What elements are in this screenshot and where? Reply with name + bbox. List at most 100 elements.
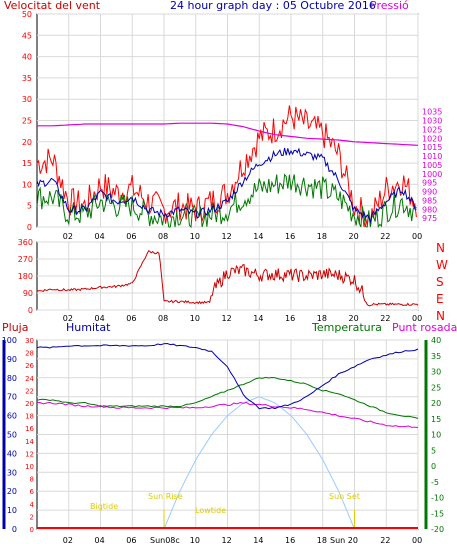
direction-time-axis: 02 04 06 08 10 12 14 16 18 20 22 00 [63, 314, 422, 323]
temperature-y-tick: -10 [431, 494, 444, 503]
rain-y-tick: 22 [25, 387, 34, 395]
direction-x-tick: 08 [158, 314, 168, 323]
humidity-y-tick: 60 [7, 412, 17, 421]
wind-y-tick: 45 [22, 31, 32, 40]
sunrise-time-label: Sun08c [150, 536, 180, 544]
direction-x-tick: 02 [63, 314, 73, 323]
rain-y-tick: 30 [25, 337, 34, 345]
humidity-y-tick: 0 [12, 525, 17, 534]
humidity-x-tick: 04 [95, 536, 105, 544]
pressure-y-tick: 1005 [422, 161, 442, 170]
humidity-y-tick: 30 [7, 468, 17, 477]
rain-y-tick: 16 [25, 425, 34, 433]
solar-curve [163, 396, 355, 530]
humidity-y-tick: 40 [7, 449, 17, 458]
humidity-y-tick: 10 [7, 506, 17, 515]
temperature-y-tick: -15 [431, 509, 444, 518]
compass-label: N [436, 241, 445, 255]
pressure-axis-title: Pressió [370, 0, 409, 12]
humidity-legend: Humitat [66, 321, 111, 334]
sunset-time-label: Sun 20 [330, 536, 358, 544]
humidity-grid [37, 339, 419, 530]
humidity-y-tick: 20 [7, 487, 17, 496]
direction-x-tick: 14 [253, 314, 263, 323]
compass-label: N [436, 309, 445, 323]
wind-x-tick: 06 [126, 232, 136, 241]
wind-y-tick: 35 [22, 74, 32, 83]
pressure-y-tick: 1030 [422, 117, 442, 126]
wind-line-speed [36, 173, 417, 229]
humidity-y-tick: 70 [7, 393, 17, 402]
sunset-label: Sun Set [329, 492, 360, 501]
humidity-x-tick: 18 [317, 536, 327, 544]
compass-label: W [436, 258, 448, 272]
wind-y-tick: 10 [22, 180, 32, 189]
rain-y-tick: 28 [25, 350, 34, 358]
humidity-x-tick: 14 [253, 536, 263, 544]
bigtide-label: Bigtide [90, 502, 118, 511]
direction-series [36, 249, 419, 307]
line-temperatura [36, 376, 419, 419]
line-humitat [36, 342, 419, 410]
wind-x-tick: 16 [285, 232, 295, 241]
line-punt-rosada [36, 401, 419, 428]
rain-y-tick: 18 [25, 413, 34, 421]
pressure-y-tick: 1025 [422, 125, 442, 134]
direction-y-tick: 180 [18, 272, 33, 281]
temperature-y-tick: 0 [431, 462, 436, 471]
direction-x-tick: 04 [95, 314, 105, 323]
direction-x-tick: 12 [222, 314, 232, 323]
temperature-y-tick: -5 [431, 478, 439, 487]
humidity-y-tick: 50 [7, 431, 17, 440]
wind-line-average [36, 147, 417, 224]
temperature-y-tick: 20 [431, 399, 441, 408]
temperature-y-tick: 25 [431, 383, 441, 392]
wind-y-tick: 40 [22, 53, 32, 62]
wind-x-tick: 02 [63, 232, 73, 241]
rain-y-tick: 8 [30, 476, 34, 484]
rain-y-tick: 6 [30, 488, 35, 496]
wind-y-tick: 50 [22, 10, 32, 19]
rain-y-tick: 12 [25, 450, 34, 458]
direction-x-tick: 18 [317, 314, 327, 323]
direction-x-tick: 10 [190, 314, 200, 323]
pressure-y-tick: 980 [422, 205, 437, 214]
direction-degree-axis: 0 90 180 270 360 [18, 238, 33, 315]
wind-y-tick: 0 [27, 223, 32, 232]
temperature-y-tick: 30 [431, 368, 441, 377]
pressure-y-tick: 1010 [422, 152, 442, 161]
wind-y-tick: 15 [22, 159, 32, 168]
wind-x-tick: 08 [158, 232, 168, 241]
pressure-y-tick: 1035 [422, 108, 442, 117]
wind-y-tick: 20 [22, 138, 32, 147]
rain-y-tick: 10 [25, 463, 34, 471]
temperature-y-tick: 40 [431, 336, 441, 345]
wind-x-tick: 18 [317, 232, 327, 241]
wind-y-tick: 5 [27, 202, 32, 211]
rain-legend: Pluja [2, 321, 28, 334]
temperature-legend: Temperatura [311, 321, 382, 334]
pressure-y-tick: 1000 [422, 170, 442, 179]
humidity-y-tick: 80 [7, 374, 17, 383]
wind-x-tick: 10 [190, 232, 200, 241]
graph-title: 24 hour graph day : 05 Octubre 2016 [170, 0, 376, 12]
direction-y-tick: 0 [28, 306, 33, 315]
pressure-axis: 9759809859909951000100510101015102010251… [422, 108, 442, 224]
pressure-y-tick: 975 [422, 214, 437, 223]
temperature-y-tick: -20 [431, 525, 444, 534]
rain-y-tick: 26 [25, 362, 34, 370]
rain-y-tick: 0 [30, 526, 34, 534]
wind-axis-title: Velocitat del vent [4, 0, 101, 12]
lowtide-label: Lowtide [195, 506, 226, 515]
wind-x-tick: 22 [380, 232, 390, 241]
wind-x-tick: 04 [95, 232, 105, 241]
pressure-y-tick: 1020 [422, 134, 442, 143]
direction-x-tick: 00 [412, 314, 422, 323]
humidity-y-tick: 100 [2, 336, 17, 345]
